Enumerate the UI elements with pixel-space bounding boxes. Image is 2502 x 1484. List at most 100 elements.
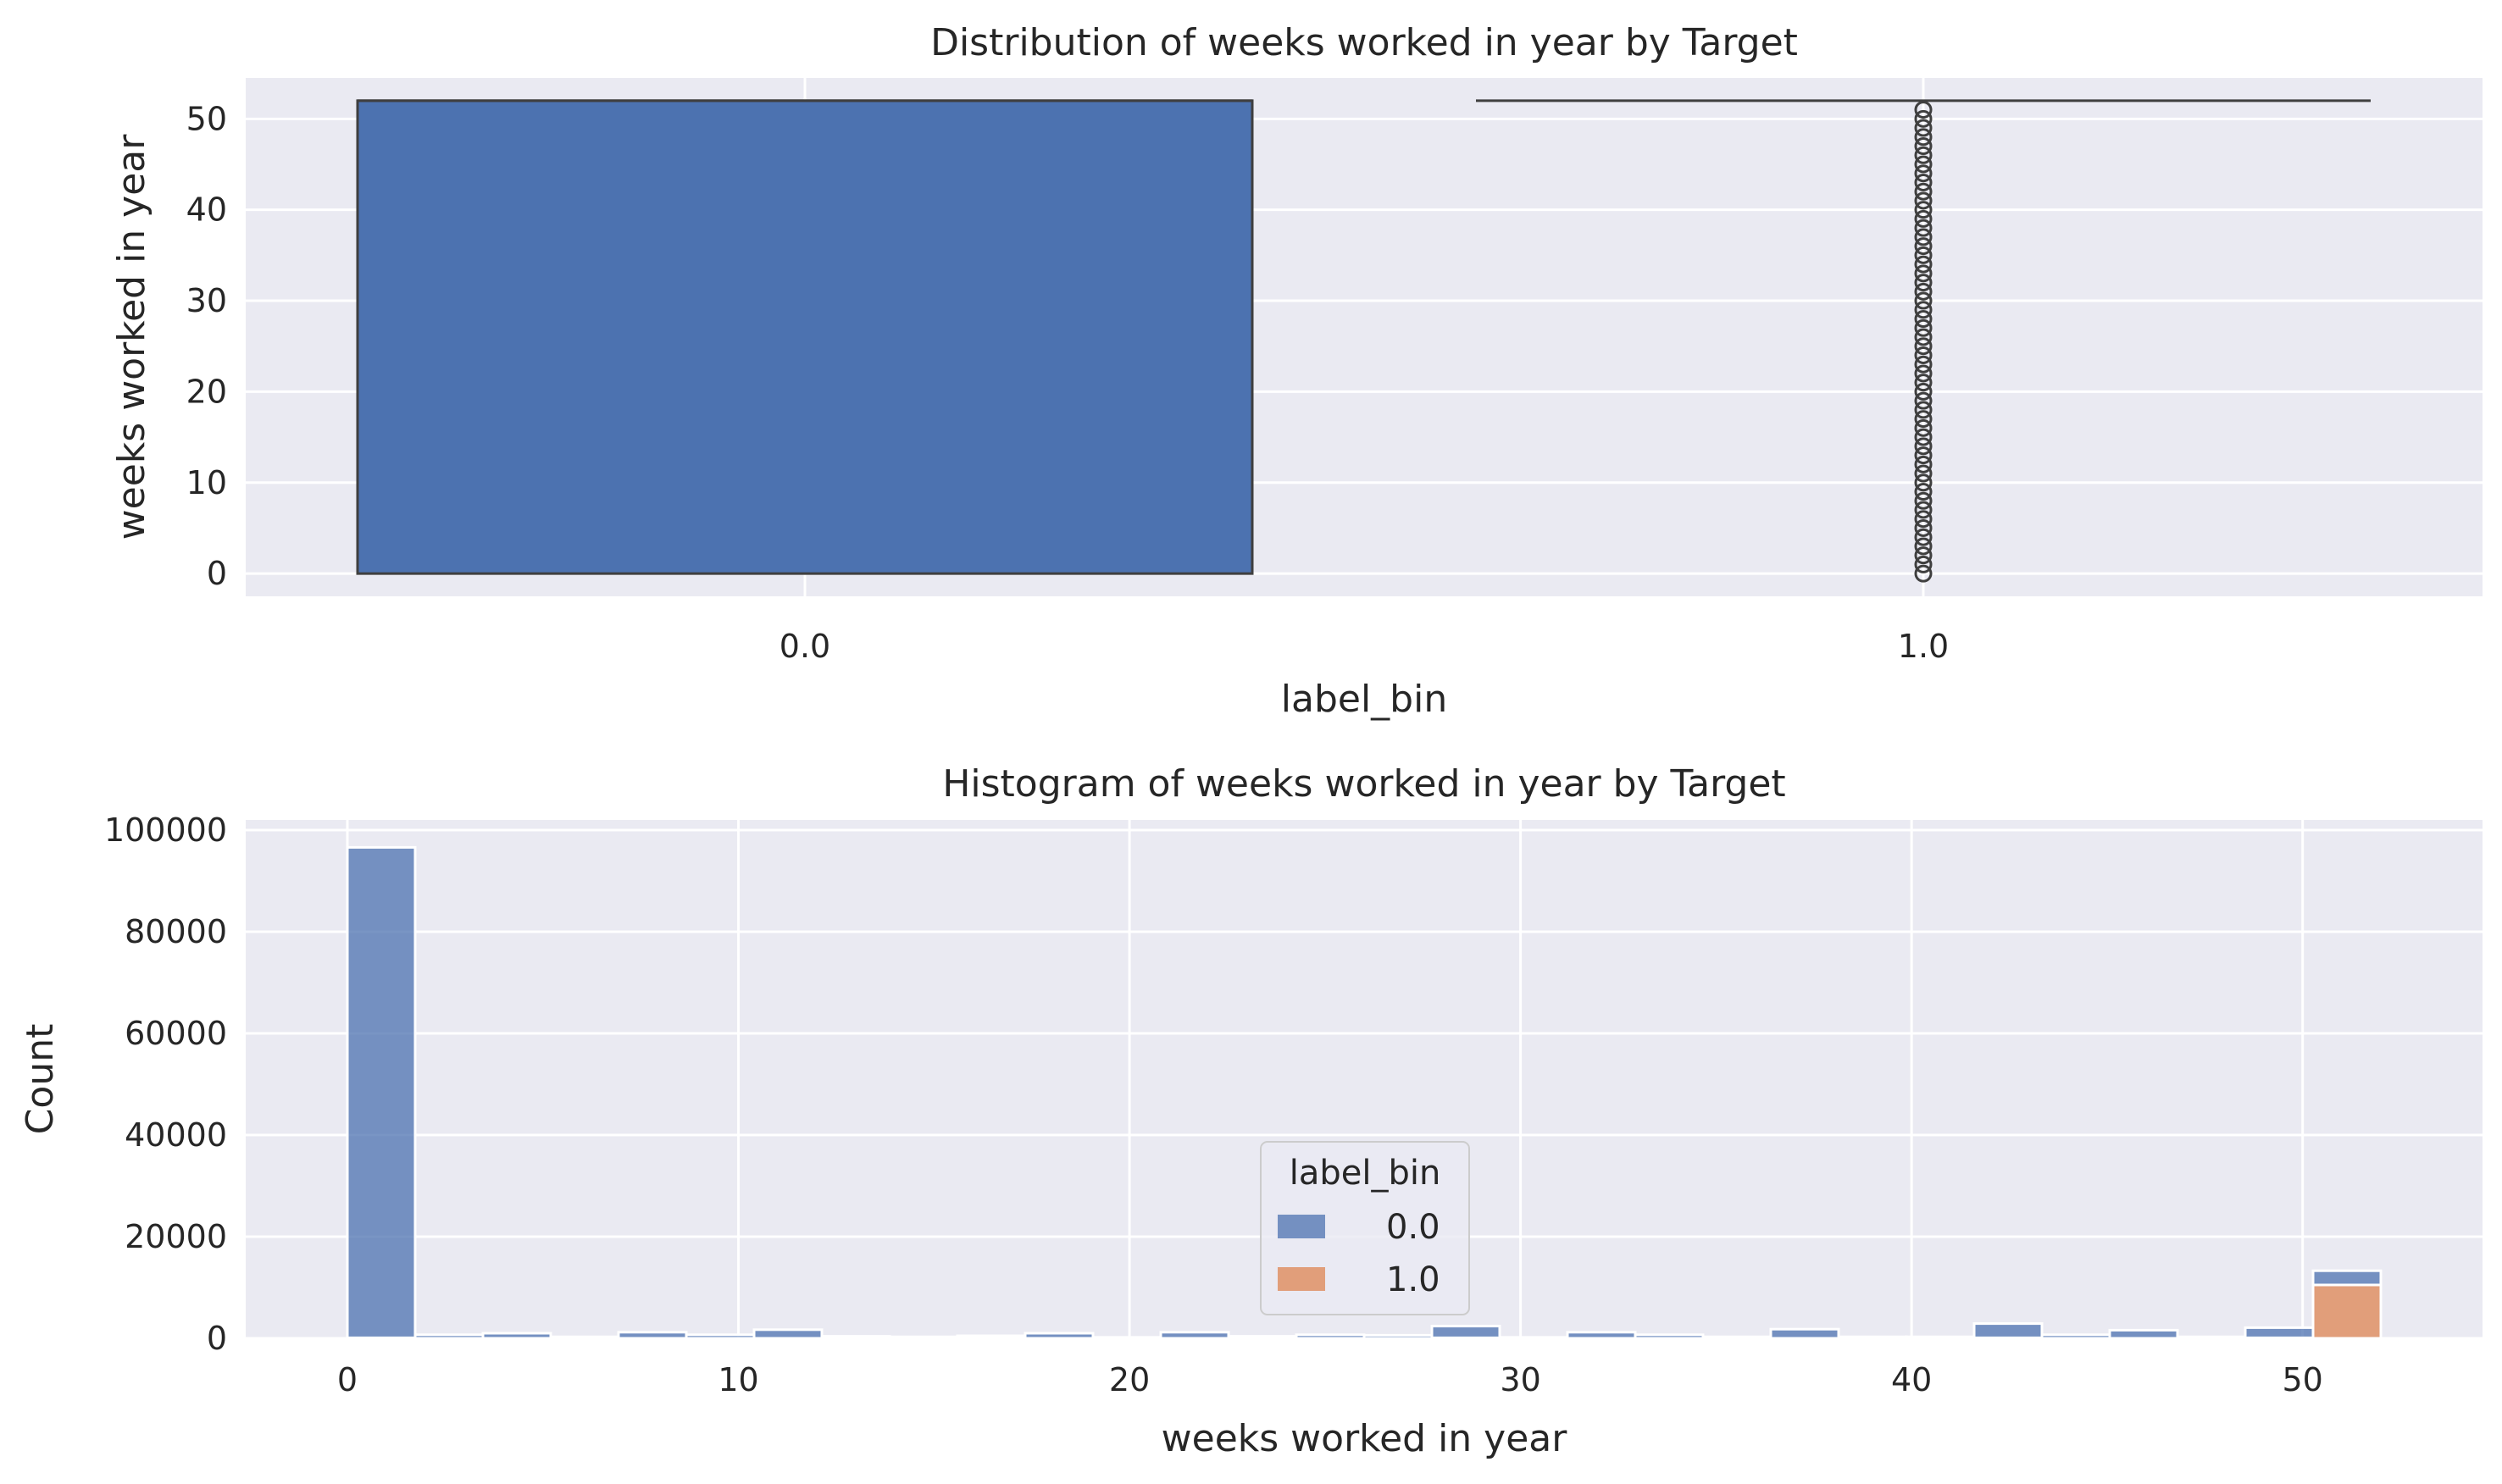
histogram-bar-0.0 — [617, 1331, 688, 1340]
outlier-point — [1914, 382, 1933, 401]
outlier-point — [1914, 328, 1933, 346]
outlier-point — [1914, 510, 1933, 529]
outlier-point — [1914, 473, 1933, 492]
histogram-bar-0.0 — [752, 1328, 824, 1340]
boxplot-y-tick-label: 10 — [186, 464, 227, 501]
outlier-point — [1914, 128, 1933, 147]
outlier-point — [1914, 101, 1933, 119]
outlier-point — [1914, 119, 1933, 137]
outlier-point — [1914, 246, 1933, 264]
outlier-point — [1914, 146, 1933, 164]
histogram-bar-0.0 — [1159, 1331, 1230, 1340]
histogram-bar-0.0 — [1769, 1327, 1840, 1340]
boxplot-y-tick-label: 0 — [207, 555, 227, 592]
box-body — [356, 99, 1254, 575]
histogram-panel: 0 20000 40000 60000 80000 100000 0 10 20 30 40 50 H… — [19, 762, 2483, 1460]
histogram-marks — [346, 845, 2383, 1340]
histogram-y-axis-label: Count — [19, 1024, 62, 1135]
histogram-bar-0.0 — [1227, 1335, 1298, 1340]
histogram-y-tick-label: 20000 — [125, 1218, 227, 1255]
outlier-point — [1914, 374, 1933, 392]
histogram-bar-0.0 — [1024, 1332, 1095, 1340]
histogram-bar-0.0 — [820, 1335, 891, 1340]
histogram-x-axis-label: weeks worked in year — [1162, 1417, 1568, 1460]
histogram-y-tick-label: 40000 — [125, 1116, 227, 1154]
histogram-bar-0.0 — [685, 1333, 756, 1340]
legend-swatch-0 — [1278, 1215, 1325, 1238]
legend-label-1: 1.0 — [1386, 1260, 1440, 1299]
histogram-bar-0.0 — [413, 1333, 485, 1340]
histogram-bar-0.0 — [1566, 1331, 1637, 1340]
histogram-bar-0.0 — [1905, 1335, 1976, 1340]
histogram-bar-0.0 — [1498, 1336, 1569, 1340]
boxplot-x-tick-label: 0.0 — [779, 628, 830, 665]
outlier-point — [1914, 483, 1933, 501]
outlier-point — [1914, 109, 1933, 128]
outlier-point — [1914, 437, 1933, 456]
outlier-point — [1914, 455, 1933, 473]
outlier-point — [1914, 391, 1933, 410]
legend-swatch-1 — [1278, 1267, 1325, 1291]
histogram-bar-1.0 — [2311, 1283, 2383, 1340]
outlier-point — [1914, 464, 1933, 483]
histogram-bar-0.0 — [2311, 1269, 2383, 1287]
histogram-bar-0.0 — [2176, 1335, 2247, 1340]
histogram-bar-0.0 — [1972, 1322, 2044, 1339]
outlier-point — [1914, 191, 1933, 210]
boxplot-y-tick-label: 50 — [186, 100, 227, 137]
legend-label-0: 0.0 — [1386, 1208, 1440, 1247]
histogram-y-tick-label: 60000 — [125, 1015, 227, 1052]
outlier-point — [1914, 546, 1933, 565]
outlier-point — [1914, 318, 1933, 337]
boxplot-y-tick-label: 30 — [186, 282, 227, 319]
boxplot-panel: 0 10 20 30 40 50 0.0 1.0 Distribution of weeks … — [110, 21, 2483, 721]
histogram-bar-0.0 — [2244, 1326, 2315, 1339]
outlier-point — [1914, 155, 1933, 174]
legend-title: label_bin — [1290, 1154, 1441, 1193]
histogram-bar-0.0 — [1295, 1333, 1366, 1340]
histogram-x-tick-label: 10 — [718, 1361, 758, 1398]
histogram-bar-0.0 — [888, 1335, 959, 1340]
outlier-point — [1914, 255, 1933, 274]
boxplot-marks — [356, 99, 2371, 583]
histogram-bar-0.0 — [1701, 1335, 1772, 1340]
boxplot-y-tick-label: 40 — [186, 191, 227, 229]
histogram-bar-0.0 — [481, 1332, 552, 1340]
outlier-point — [1914, 418, 1933, 437]
histogram-bar-0.0 — [346, 845, 417, 1339]
histogram-bar-0.0 — [1430, 1325, 1501, 1339]
outlier-point — [1914, 264, 1933, 283]
boxplot-x-tick-label: 1.0 — [1898, 628, 1949, 665]
histogram-title: Histogram of weeks worked in year by Tar… — [942, 762, 1785, 806]
histogram-x-tick-label: 0 — [337, 1361, 358, 1398]
outlier-point — [1914, 364, 1933, 383]
boxplot-x-axis-label: label_bin — [1281, 678, 1447, 721]
outlier-point — [1914, 537, 1933, 556]
histogram-tick-labels: 0 20000 40000 60000 80000 100000 0 10 20 30 40 50 — [104, 811, 2323, 1398]
histogram-bar-0.0 — [549, 1335, 620, 1340]
outlier-point — [1914, 555, 1933, 573]
histogram-x-tick-label: 50 — [2283, 1361, 2323, 1398]
histogram-bar-0.0 — [2108, 1328, 2179, 1340]
outlier-point — [1914, 528, 1933, 546]
histogram-x-tick-label: 30 — [1500, 1361, 1540, 1398]
histogram-y-tick-label: 0 — [207, 1320, 227, 1357]
outlier-point — [1914, 310, 1933, 329]
histogram-bar-0.0 — [1837, 1335, 1908, 1340]
histogram-bar-0.0 — [1634, 1333, 1705, 1340]
outlier-point — [1914, 446, 1933, 465]
outlier-point — [1914, 491, 1933, 510]
boxplot-y-axis-label: weeks worked in year — [110, 134, 153, 540]
outlier-point — [1914, 274, 1933, 292]
outlier-point — [1914, 355, 1933, 374]
outlier-point — [1914, 501, 1933, 519]
outlier-point — [1914, 301, 1933, 319]
outlier-point — [1914, 228, 1933, 246]
boxplot-y-tick-label: 20 — [186, 373, 227, 410]
histogram-bar-0.0 — [2040, 1333, 2111, 1340]
histogram-bar-0.0 — [1362, 1333, 1434, 1340]
outlier-point — [1914, 209, 1933, 228]
outlier-point — [1914, 428, 1933, 446]
outlier-point — [1914, 346, 1933, 364]
histogram-y-tick-label: 100000 — [104, 811, 227, 849]
